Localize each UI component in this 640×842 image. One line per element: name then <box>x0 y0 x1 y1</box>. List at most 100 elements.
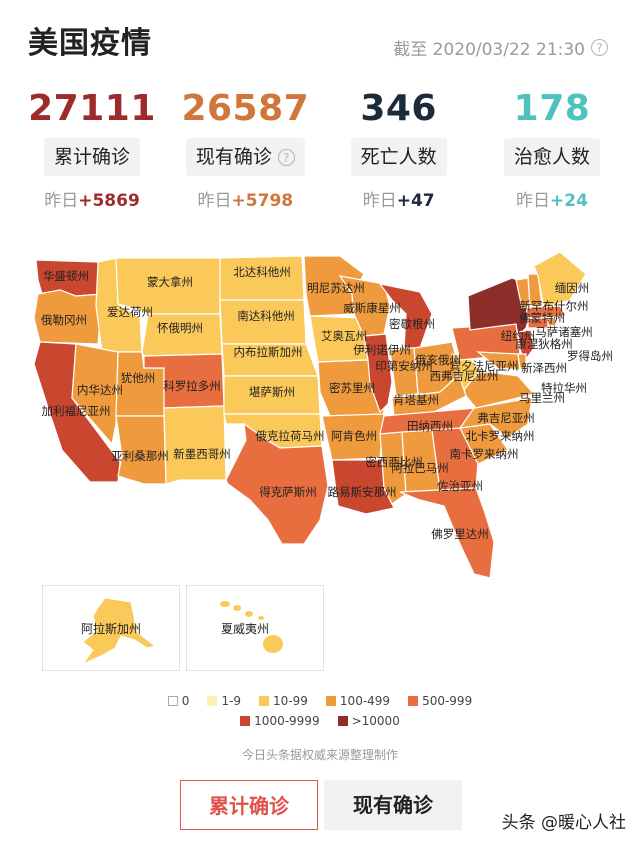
state-region[interactable] <box>467 277 531 338</box>
delta-value: +5798 <box>231 191 294 211</box>
state-label: 西弗吉尼亚州 <box>430 369 499 383</box>
state-label: 堪萨斯州 <box>249 385 295 399</box>
state-region[interactable] <box>459 371 536 409</box>
state-label: 威斯康星州 <box>343 301 401 315</box>
state-label: 内华达州 <box>77 383 123 397</box>
island-shape[interactable] <box>258 616 264 620</box>
legend-row: 0 1-9 10-99 100-499 500-999 <box>0 694 640 708</box>
stat-label-text: 现有确诊 <box>195 146 272 168</box>
stat-delta: 昨日+5869 <box>44 186 140 211</box>
legend-swatch <box>325 696 336 706</box>
state-label: 密歇根州 <box>389 317 435 331</box>
island-shape[interactable] <box>245 611 253 617</box>
state-region[interactable] <box>81 597 157 666</box>
state-label: 得克萨斯州 <box>259 485 317 499</box>
state-label: 佛蒙特州 <box>519 311 565 325</box>
state-region[interactable] <box>363 333 393 414</box>
state-label: 加利福尼亚州 <box>42 404 111 418</box>
state-region[interactable] <box>527 273 543 307</box>
tab-cumulative-confirmed[interactable]: 累计确诊 <box>180 780 318 830</box>
state-label: 弗吉尼亚州 <box>477 411 535 425</box>
legend-item: 500-999 <box>408 694 472 708</box>
timestamp-text: 截至 2020/03/22 21:30 <box>393 40 585 60</box>
state-label: 北达科他州 <box>233 265 291 279</box>
stat-label: 治愈人数 <box>503 138 600 176</box>
state-label: 印第安纳州 <box>375 359 433 373</box>
island-shape[interactable] <box>233 605 241 611</box>
stat-recovered: 178 治愈人数 昨日+24 <box>482 84 622 211</box>
state-label: 华盛顿州 <box>43 269 89 283</box>
state-region[interactable] <box>321 413 385 461</box>
stat-value: 26587 <box>181 88 310 129</box>
question-icon[interactable]: ? <box>277 148 295 166</box>
map-legend: 0 1-9 10-99 100-499 500-999 1000-9999 >10000 <box>0 694 640 734</box>
state-region[interactable] <box>431 427 479 491</box>
delta-value: +24 <box>550 191 588 211</box>
state-region[interactable] <box>476 351 521 371</box>
stat-deaths: 346 死亡人数 昨日+47 <box>329 84 469 211</box>
state-label: 罗得岛州 <box>567 349 613 363</box>
state-label: 密西西比州 <box>365 455 423 469</box>
state-label: 蒙大拿州 <box>147 275 193 289</box>
state-label: 阿拉斯加州 <box>81 621 141 636</box>
stat-label-text: 治愈人数 <box>513 146 590 168</box>
delta-prefix: 昨日 <box>516 191 551 211</box>
stat-delta: 昨日+5798 <box>198 186 294 211</box>
legend-item: >10000 <box>337 714 400 728</box>
state-label: 俄克拉荷马州 <box>256 429 325 443</box>
state-label: 明尼苏达州 <box>307 281 365 295</box>
state-label: 内布拉斯加州 <box>234 345 303 359</box>
legend-label: >10000 <box>351 714 400 728</box>
legend-swatch <box>259 696 270 706</box>
state-label: 犹他州 <box>121 371 156 385</box>
tab-current-confirmed[interactable]: 现有确诊 <box>324 780 462 830</box>
state-label: 密苏里州 <box>329 381 375 395</box>
state-label: 夏威夷州 <box>221 621 269 636</box>
state-label: 田纳西州 <box>407 419 453 433</box>
delta-prefix: 昨日 <box>362 191 397 211</box>
state-label: 爱达荷州 <box>107 305 153 319</box>
state-region[interactable] <box>163 405 227 485</box>
legend-label: 100-499 <box>339 694 391 708</box>
island-shape[interactable] <box>220 601 230 607</box>
state-label: 新泽西州 <box>521 361 567 375</box>
state-label: 科罗拉多州 <box>163 379 221 393</box>
state-region[interactable] <box>533 251 587 309</box>
question-icon[interactable]: ? <box>591 39 608 56</box>
state-label: 阿拉巴马州 <box>391 461 449 475</box>
state-region[interactable] <box>399 487 495 579</box>
legend-item: 0 <box>167 694 190 708</box>
legend-label: 1000-9999 <box>254 714 320 728</box>
state-label: 新罕布什尔州 <box>520 299 589 313</box>
delta-prefix: 昨日 <box>197 191 232 211</box>
state-label: 马里兰州 <box>519 391 565 405</box>
state-label: 伊利诺伊州 <box>353 343 411 357</box>
delta-prefix: 昨日 <box>44 191 79 211</box>
legend-label: 500-999 <box>422 694 473 708</box>
state-region[interactable] <box>527 317 549 329</box>
state-label: 俄勒冈州 <box>41 313 87 327</box>
us-map: 华盛顿州 俄勒冈州 加利福尼亚州 爱达荷州 内华达州 犹他州 亚利桑那州 蒙大拿州 怀俄明州 科罗… <box>20 244 620 584</box>
delta-value: +5869 <box>78 191 140 211</box>
legend-item: 1000-9999 <box>240 714 320 728</box>
view-tabs: 累计确诊 现有确诊 <box>180 780 462 830</box>
state-label: 路易斯安那州 <box>328 485 397 499</box>
state-region[interactable] <box>225 422 329 545</box>
legend-swatch <box>207 696 218 706</box>
state-label: 宾夕法尼亚州 <box>450 359 519 373</box>
page-title: 美国疫情 <box>28 26 152 61</box>
legend-item: 100-499 <box>325 694 391 708</box>
stat-label-text: 累计确诊 <box>53 146 130 168</box>
state-region[interactable] <box>71 343 119 446</box>
legend-label: 0 <box>181 694 190 708</box>
state-label: 佛罗里达州 <box>431 527 489 541</box>
island-shape[interactable] <box>263 635 283 653</box>
state-label: 肯塔基州 <box>393 393 439 407</box>
stat-label: 现有确诊? <box>185 138 305 176</box>
stat-label: 累计确诊 <box>43 138 140 176</box>
state-region[interactable] <box>525 305 568 319</box>
stat-value: 178 <box>513 88 591 129</box>
state-label: 康涅狄格州 <box>515 337 573 351</box>
data-source-note: 今日头条据权威来源整理制作 <box>241 748 398 762</box>
